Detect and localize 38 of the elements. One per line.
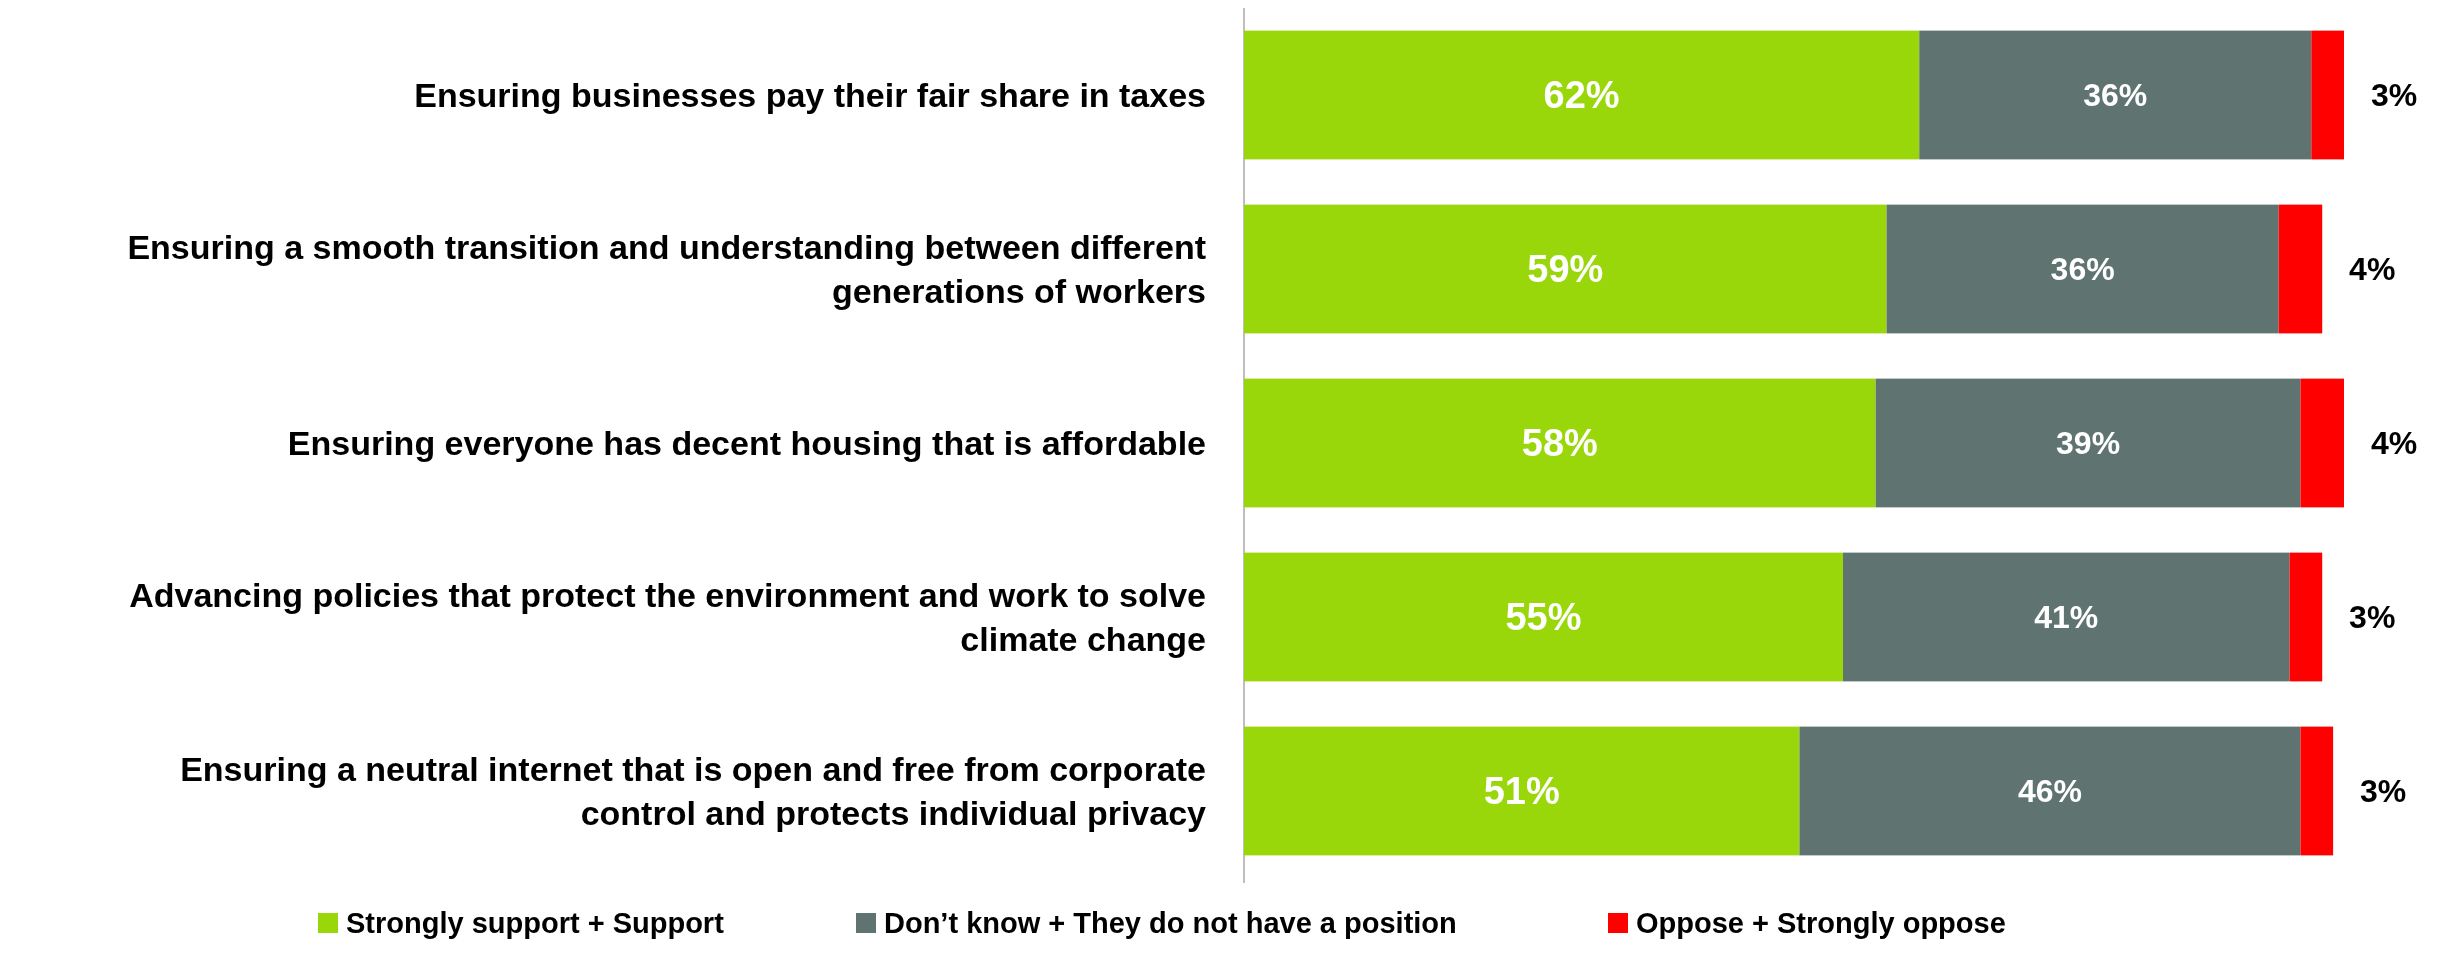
bar (2289, 552, 2323, 682)
legend-label: Don’t know + They do not have a position (884, 907, 1457, 940)
data-label: 55% (1505, 596, 1582, 639)
data-label: 3% (2359, 773, 2407, 810)
legend-label: Oppose + Strongly oppose (1636, 907, 2006, 940)
data-label: 62% (1543, 74, 1620, 117)
bar (2300, 378, 2344, 508)
data-label: 46% (2017, 773, 2082, 810)
y-tick-label: Ensuring everyone has decent housing that is affordable (287, 423, 1206, 462)
bar (1919, 30, 2312, 160)
bar (1244, 378, 1876, 508)
bar (2300, 726, 2334, 856)
y-tick-label: Ensuring businesses pay their fair share in taxes (414, 75, 1206, 114)
data-label: 4% (2349, 251, 2396, 288)
bar (1886, 204, 2279, 334)
bar (2278, 204, 2323, 334)
bar (1244, 30, 1920, 160)
y-tick-label: Ensuring a smooth transition and understanding between different generations of workers (127, 227, 1206, 310)
bar (2311, 30, 2344, 160)
y-tick-label: Ensuring a neutral internet that is open and free from corporate control and protects individual privacy (180, 749, 1207, 832)
legend-label: Strongly support + Support (346, 907, 725, 940)
data-label: 36% (2083, 77, 2148, 114)
bar (1244, 726, 1800, 856)
data-label: 39% (2056, 425, 2121, 462)
data-label: 3% (2349, 599, 2396, 636)
y-tick-label: Advancing policies that protect the environment and work to solve climate change (129, 575, 1206, 658)
data-label: 4% (2370, 425, 2418, 462)
data-label: 51% (1483, 770, 1560, 813)
data-label: 3% (2370, 77, 2418, 114)
bar (1244, 552, 1844, 682)
data-label: 59% (1527, 248, 1604, 291)
data-label: 36% (2050, 251, 2115, 288)
data-label: 41% (2034, 599, 2099, 636)
bar (1799, 726, 2301, 856)
bar (1843, 552, 2290, 682)
bar (1244, 204, 1887, 334)
data-label: 58% (1521, 422, 1598, 465)
bar (1875, 378, 2301, 508)
